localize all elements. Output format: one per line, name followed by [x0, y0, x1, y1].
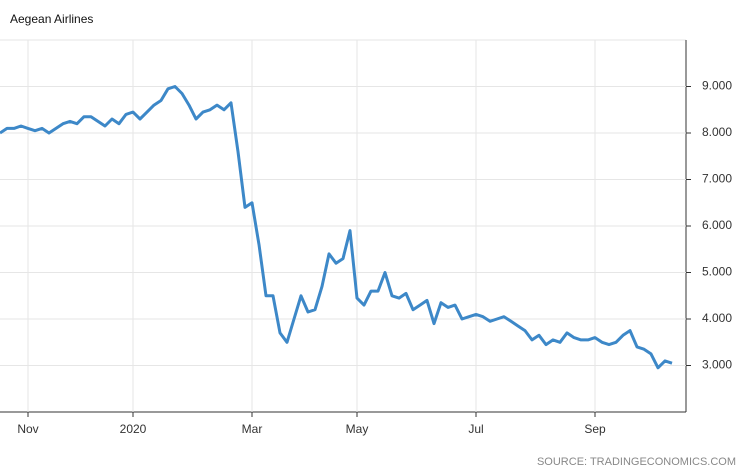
x-tick-label: Jul	[468, 422, 483, 436]
line	[0, 85, 673, 370]
y-tick-label: 5.000	[702, 265, 732, 279]
source: SOURCE: TRADINGECONOMICS.COM	[537, 456, 736, 468]
y-tick-label: 9.000	[702, 79, 732, 93]
x-tick-label: Sep	[584, 422, 606, 436]
y-tick-label: 4.000	[702, 311, 732, 325]
x-tick-label: Nov	[17, 422, 38, 436]
y-tick-label: 7.000	[702, 172, 732, 186]
y-tick-label: 8.000	[702, 125, 732, 139]
y-tick-label: 3.000	[702, 358, 732, 372]
x-tick-label: 2020	[120, 422, 147, 436]
x-tick-label: Mar	[242, 422, 263, 436]
y-tick-label: 6.000	[702, 218, 732, 232]
x-tick-label: May	[346, 422, 369, 436]
chart-title: Aegean Airlines	[10, 12, 93, 26]
